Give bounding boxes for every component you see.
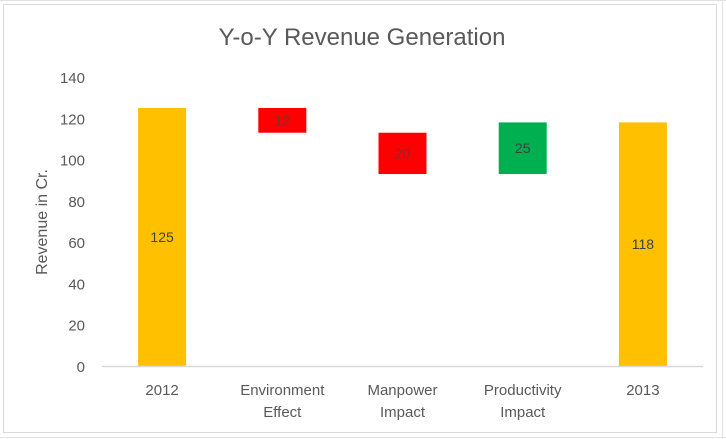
x-tick-label: Productivity Impact <box>484 382 562 421</box>
bar-data-label: 12 <box>275 112 291 128</box>
chart-area[interactable] <box>3 4 717 433</box>
x-tick-label: Environment Effect <box>240 382 325 421</box>
y-tick-label: 120 <box>60 111 85 128</box>
bar-total[interactable] <box>618 122 667 367</box>
bar-decrease[interactable] <box>378 132 427 175</box>
y-tick-label: 140 <box>60 70 85 87</box>
bar-total[interactable] <box>138 107 187 366</box>
y-tick-label: 20 <box>68 318 85 335</box>
bar-data-label: 125 <box>150 229 174 245</box>
bar-data-label: 25 <box>515 140 531 156</box>
y-tick-label: 100 <box>60 153 85 170</box>
bars: 125 12 20 25 118 <box>138 107 667 367</box>
chart-title: Y-o-Y Revenue Generation <box>219 24 506 51</box>
y-axis-title: Revenue in Cr. <box>34 169 51 275</box>
bar-increase[interactable] <box>498 122 547 175</box>
y-tick-label: 40 <box>68 276 85 293</box>
x-axis-labels: 2012 Environment Effect Manpower Impact Produ… <box>145 382 659 421</box>
x-tick-label: 2013 <box>626 382 659 399</box>
y-tick-label: 60 <box>68 235 85 252</box>
y-axis-ticks: 0 20 40 60 80 100 120 140 <box>60 70 85 376</box>
y-tick-label: 80 <box>68 194 85 211</box>
bar-data-label: 20 <box>395 145 411 161</box>
bar-data-label: 118 <box>632 236 655 252</box>
x-tick-label: Manpower Impact <box>367 382 437 421</box>
bar-decrease[interactable] <box>258 107 307 133</box>
y-tick-label: 0 <box>77 359 85 376</box>
x-tick-label: 2012 <box>145 382 178 399</box>
